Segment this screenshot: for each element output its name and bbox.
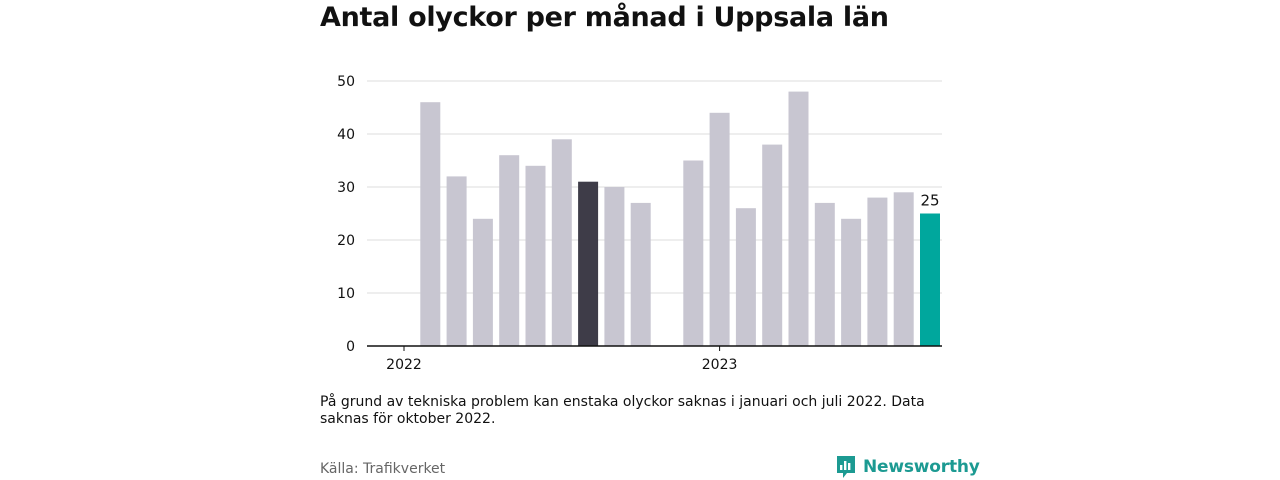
data-label: 25 — [920, 192, 939, 210]
y-tick-label: 30 — [337, 180, 355, 196]
bar-2022-05 — [499, 155, 520, 346]
y-tick-label: 20 — [337, 233, 355, 249]
bar-2022-04 — [472, 218, 493, 346]
bar-2023-02 — [735, 208, 756, 346]
bar-chart-speech-bubble-icon — [837, 456, 855, 478]
chart-title: Antal olyckor per månad i Uppsala län — [320, 2, 889, 33]
bar-2023-06 — [841, 218, 862, 346]
brand-logo: Newsworthy — [835, 455, 980, 479]
bar-2023-08 — [893, 192, 914, 346]
x-tick-label: 2023 — [702, 357, 738, 373]
labels: 0 10 20 30 40 50 2022 2023 25 — [337, 74, 939, 373]
bar-2023-03 — [762, 144, 783, 346]
y-tick-label: 40 — [337, 127, 355, 143]
bar-chart: 0 10 20 30 40 50 2022 2023 25 — [337, 74, 942, 373]
bar-2022-08 — [578, 181, 599, 346]
footnote: På grund av tekniska problem kan enstaka… — [320, 394, 925, 427]
bar-2023-05 — [814, 202, 835, 346]
bar-2023-09 — [920, 213, 940, 346]
bars — [420, 91, 940, 346]
bar-2023-07 — [867, 197, 888, 346]
bar-2023-01 — [709, 112, 730, 346]
bar-2022-10 — [630, 202, 651, 346]
axes — [367, 345, 942, 351]
bar-2022-07 — [551, 139, 572, 346]
bar-2022-06 — [525, 165, 546, 346]
source-text: Källa: Trafikverket — [320, 461, 446, 477]
bar-2022-03 — [446, 176, 467, 346]
bar-2022-09 — [604, 187, 625, 346]
y-tick-label: 10 — [337, 286, 355, 302]
y-tick-label: 0 — [346, 339, 355, 355]
y-tick-label: 50 — [337, 74, 355, 90]
brand-name: Newsworthy — [863, 457, 980, 477]
x-tick-label: 2022 — [386, 357, 422, 373]
bar-2022-12 — [683, 160, 704, 346]
bar-2022-02 — [420, 102, 441, 346]
bar-2023-04 — [788, 91, 809, 346]
chart-card: Antal olyckor per månad i Uppsala län 0 1… — [320, 0, 980, 480]
